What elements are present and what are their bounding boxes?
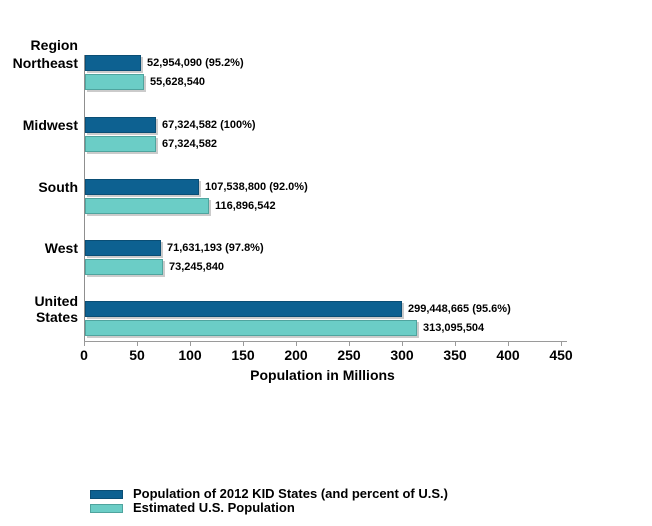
- value-label: 67,324,582 (100%): [162, 119, 256, 131]
- bar-kid-states: [85, 117, 156, 133]
- x-tick: [455, 341, 456, 346]
- legend-swatch-kid-states: [90, 489, 123, 499]
- bar-kid-states: [85, 301, 402, 317]
- x-tick: [190, 341, 191, 346]
- x-tick-label: 400: [496, 347, 520, 363]
- x-tick-label: 0: [80, 347, 88, 363]
- bar-us-population: [85, 136, 156, 152]
- bar-us-population: [85, 259, 163, 275]
- value-label: 52,954,090 (95.2%): [147, 57, 244, 69]
- value-label: 313,095,504: [423, 322, 485, 334]
- legend-item-us-population: Estimated U.S. Population: [90, 501, 448, 515]
- x-axis-line: [84, 341, 567, 342]
- legend-label-kid-states: Population of 2012 KID States (and perce…: [133, 486, 448, 501]
- x-axis-title: Population in Millions: [250, 367, 395, 383]
- legend: Population of 2012 KID States (and perce…: [90, 487, 448, 515]
- value-label: 73,245,840: [169, 261, 225, 273]
- y-axis-line: [84, 55, 85, 342]
- bar-kid-states: [85, 179, 199, 195]
- value-label: 71,631,193 (97.8%): [167, 242, 264, 254]
- x-tick-label: 50: [129, 347, 145, 363]
- x-tick: [508, 341, 509, 346]
- value-label: 116,896,542: [215, 200, 276, 212]
- x-tick: [402, 341, 403, 346]
- x-tick: [243, 341, 244, 346]
- category-label: United States: [34, 293, 78, 325]
- x-tick-label: 450: [549, 347, 573, 363]
- value-label: 107,538,800 (92.0%): [205, 181, 308, 193]
- legend-label-us-population: Estimated U.S. Population: [133, 500, 295, 515]
- x-tick: [84, 341, 85, 346]
- bar-us-population: [85, 198, 209, 214]
- x-tick: [296, 341, 297, 346]
- category-label: South: [38, 179, 78, 195]
- x-tick-label: 250: [337, 347, 361, 363]
- x-tick-label: 150: [231, 347, 255, 363]
- x-tick: [137, 341, 138, 346]
- category-label: Northeast: [12, 55, 78, 71]
- category-axis-header: Region: [30, 37, 78, 53]
- x-tick-label: 350: [443, 347, 467, 363]
- legend-swatch-us-population: [90, 503, 123, 513]
- x-tick: [349, 341, 350, 346]
- legend-item-kid-states: Population of 2012 KID States (and perce…: [90, 487, 448, 501]
- bar-kid-states: [85, 240, 161, 256]
- bar-us-population: [85, 74, 144, 90]
- x-tick-label: 300: [390, 347, 414, 363]
- category-label: Midwest: [22, 117, 78, 133]
- bar-us-population: [85, 320, 417, 336]
- value-label: 299,448,665 (95.6%): [408, 303, 511, 315]
- category-label: West: [44, 240, 78, 256]
- x-tick-label: 100: [178, 347, 202, 363]
- bar-kid-states: [85, 55, 141, 71]
- x-tick-label: 200: [284, 347, 308, 363]
- value-label: 55,628,540: [150, 76, 206, 88]
- x-tick: [561, 341, 562, 346]
- value-label: 67,324,582: [162, 138, 218, 150]
